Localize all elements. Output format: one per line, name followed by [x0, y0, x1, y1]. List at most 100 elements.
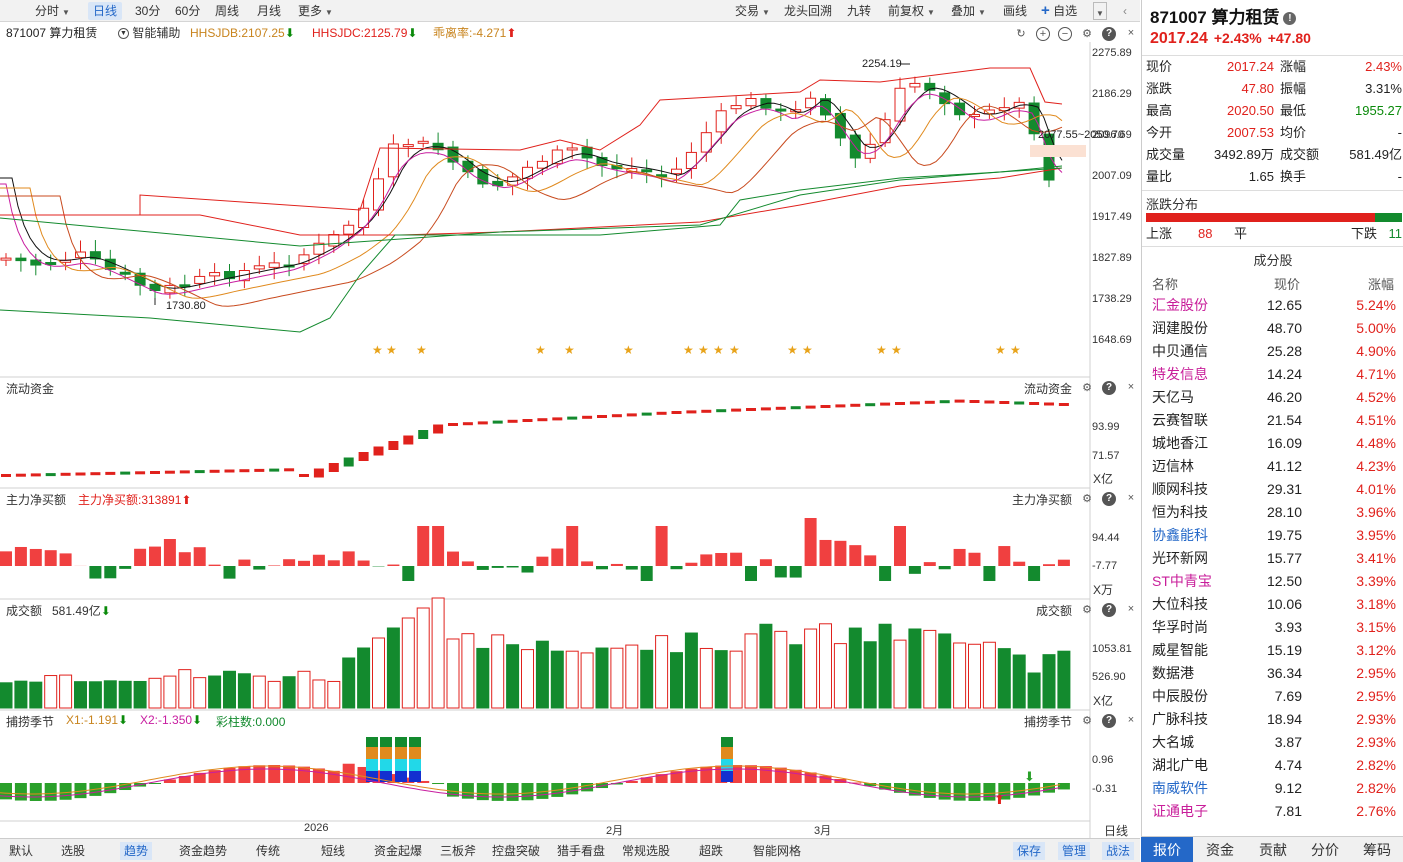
stock-name: 证通电子	[1152, 803, 1208, 819]
flow-bar	[969, 400, 980, 403]
volume-bar	[968, 643, 981, 709]
save-button[interactable]: 保存	[1013, 842, 1046, 860]
volume-bar	[714, 650, 728, 709]
help-icon[interactable]: ?	[1102, 27, 1116, 41]
constituent-row[interactable]: 润建股份 48.70 5.00%	[1146, 317, 1402, 340]
constituent-row[interactable]: 汇金股份 12.65 5.24%	[1146, 294, 1402, 317]
constituent-row[interactable]: 恒为科技 28.10 3.96%	[1146, 501, 1402, 524]
flow-bar	[105, 471, 116, 475]
close-panel-icon[interactable]: ×	[1127, 714, 1135, 726]
refresh-icon[interactable]: ↻	[1016, 28, 1026, 40]
tab-price-dist[interactable]: 分价	[1311, 842, 1339, 858]
constituent-row[interactable]: 特发信息 14.24 4.71%	[1146, 363, 1402, 386]
bottom-tab[interactable]: 超跌	[699, 844, 724, 858]
constituent-row[interactable]: 数据港 36.34 2.95%	[1146, 662, 1402, 685]
bottom-tab[interactable]: 常规选股	[622, 844, 671, 858]
period-tab-minute[interactable]: 分时 ▼	[35, 4, 70, 18]
season-bar	[29, 783, 42, 801]
close-panel-icon[interactable]: ×	[1127, 27, 1135, 39]
price-axis-label: 2186.29	[1092, 88, 1132, 100]
constituent-row[interactable]: 云赛智联 21.54 4.51%	[1146, 409, 1402, 432]
constituent-row[interactable]: 天亿马 46.20 4.52%	[1146, 386, 1402, 409]
settings-gear-icon[interactable]: ⚙	[1082, 604, 1092, 616]
constituent-row[interactable]: 顺网科技 29.31 4.01%	[1146, 478, 1402, 501]
watchlist-dropdown-arrow-icon[interactable]: ▼	[1093, 2, 1107, 20]
season-bar	[610, 783, 623, 785]
bottom-tab[interactable]: 智能网格	[753, 844, 802, 858]
constituent-row[interactable]: 威星智能 15.19 3.12%	[1146, 639, 1402, 662]
zoom-out-icon[interactable]: −	[1058, 27, 1072, 41]
bottom-tab[interactable]: 控盘突破	[492, 844, 541, 858]
period-tab-day[interactable]: 日线	[88, 2, 123, 20]
tab-funds[interactable]: 资金	[1206, 842, 1234, 858]
settings-gear-icon[interactable]: ⚙	[1082, 28, 1092, 40]
settings-gear-icon[interactable]: ⚙	[1082, 493, 1092, 505]
constituent-row[interactable]: 协鑫能科 19.75 3.95%	[1146, 524, 1402, 547]
constituent-row[interactable]: 华孚时尚 3.93 3.15%	[1146, 616, 1402, 639]
manage-button[interactable]: 管理	[1058, 842, 1091, 860]
signal-star-icon: ★	[802, 343, 813, 357]
help-icon[interactable]: ?	[1102, 492, 1116, 506]
info-icon[interactable]: !	[1283, 12, 1297, 26]
constituent-row[interactable]: 广脉科技 18.94 2.93%	[1146, 708, 1402, 731]
close-panel-icon[interactable]: ×	[1127, 381, 1135, 393]
help-icon[interactable]: ?	[1102, 603, 1116, 617]
collapse-panel-icon[interactable]: ‹	[1123, 4, 1127, 18]
constituent-row[interactable]: 中贝通信 25.28 4.90%	[1146, 340, 1402, 363]
season-bar	[908, 783, 921, 796]
season-color-bar	[380, 737, 392, 747]
period-tab-week[interactable]: 周线	[215, 4, 240, 18]
mainnet-bar	[625, 566, 638, 570]
overlay-dropdown[interactable]: 叠加 ▼	[951, 4, 986, 18]
season-bar	[119, 783, 132, 791]
tactics-button[interactable]: 战法	[1102, 842, 1135, 860]
tab-chips[interactable]: 筹码	[1363, 842, 1391, 858]
constituent-row[interactable]: 光环新网 15.77 3.41%	[1146, 547, 1402, 570]
settings-gear-icon[interactable]: ⚙	[1082, 715, 1092, 727]
constituent-row[interactable]: ST中青宝 12.50 3.39%	[1146, 570, 1402, 593]
flow-bar	[462, 422, 473, 426]
flow-bar	[582, 415, 593, 419]
constituent-row[interactable]: 湖北广电 4.74 2.82%	[1146, 754, 1402, 777]
bottom-tab[interactable]: 默认	[9, 844, 34, 858]
candle-body	[224, 271, 235, 280]
bottom-tab[interactable]: 资金起爆	[374, 844, 423, 858]
volume-bar	[848, 627, 862, 709]
constituent-row[interactable]: 大位科技 10.06 3.18%	[1146, 593, 1402, 616]
period-tab-month[interactable]: 月线	[257, 4, 282, 18]
leader-backtrack-button[interactable]: 龙头回溯	[784, 4, 833, 18]
nine-turn-button[interactable]: 九转	[847, 4, 872, 18]
zoom-in-icon[interactable]: +	[1036, 27, 1050, 41]
constituent-row[interactable]: 大名城 3.87 2.93%	[1146, 731, 1402, 754]
bottom-tab[interactable]: 短线	[321, 844, 346, 858]
bottom-tab[interactable]: 资金趋势	[179, 844, 228, 858]
close-panel-icon[interactable]: ×	[1127, 492, 1135, 504]
constituent-row[interactable]: 南威软件 9.12 2.82%	[1146, 777, 1402, 800]
signal-star-icon: ★	[683, 343, 694, 357]
season-bar	[238, 766, 251, 783]
bottom-tab[interactable]: 三板斧	[440, 844, 477, 858]
tab-contribution[interactable]: 贡献	[1259, 842, 1287, 858]
bottom-tab[interactable]: 传统	[256, 844, 281, 858]
help-icon[interactable]: ?	[1102, 381, 1116, 395]
close-panel-icon[interactable]: ×	[1127, 603, 1135, 615]
constituent-row[interactable]: 证通电子 7.81 2.76%	[1146, 800, 1402, 823]
help-icon[interactable]: ?	[1102, 714, 1116, 728]
period-tab-60min[interactable]: 60分	[175, 4, 201, 18]
adjust-dropdown[interactable]: 前复权 ▼	[888, 4, 935, 18]
bottom-tab[interactable]: 猎手看盘	[557, 844, 606, 858]
bottom-tab[interactable]: 选股	[61, 844, 86, 858]
settings-gear-icon[interactable]: ⚙	[1082, 382, 1092, 394]
period-tab-30min[interactable]: 30分	[135, 4, 161, 18]
draw-line-button[interactable]: 画线	[1003, 4, 1028, 18]
trade-dropdown[interactable]: 交易 ▼	[735, 4, 770, 18]
constituent-row[interactable]: 迈信林 41.12 4.23%	[1146, 455, 1402, 478]
tab-quote[interactable]: 报价	[1141, 837, 1193, 862]
constituent-row[interactable]: 中辰股份 7.69 2.95%	[1146, 685, 1402, 708]
watchlist-button[interactable]: + 自选	[1041, 2, 1078, 19]
bottom-tab-selected[interactable]: 趋势	[120, 842, 153, 860]
constituent-row[interactable]: 城地香江 16.09 4.48%	[1146, 432, 1402, 455]
period-more-dropdown[interactable]: 更多 ▼	[298, 4, 333, 18]
smart-assist-toggle[interactable]: ▼ 智能辅助	[118, 25, 180, 41]
